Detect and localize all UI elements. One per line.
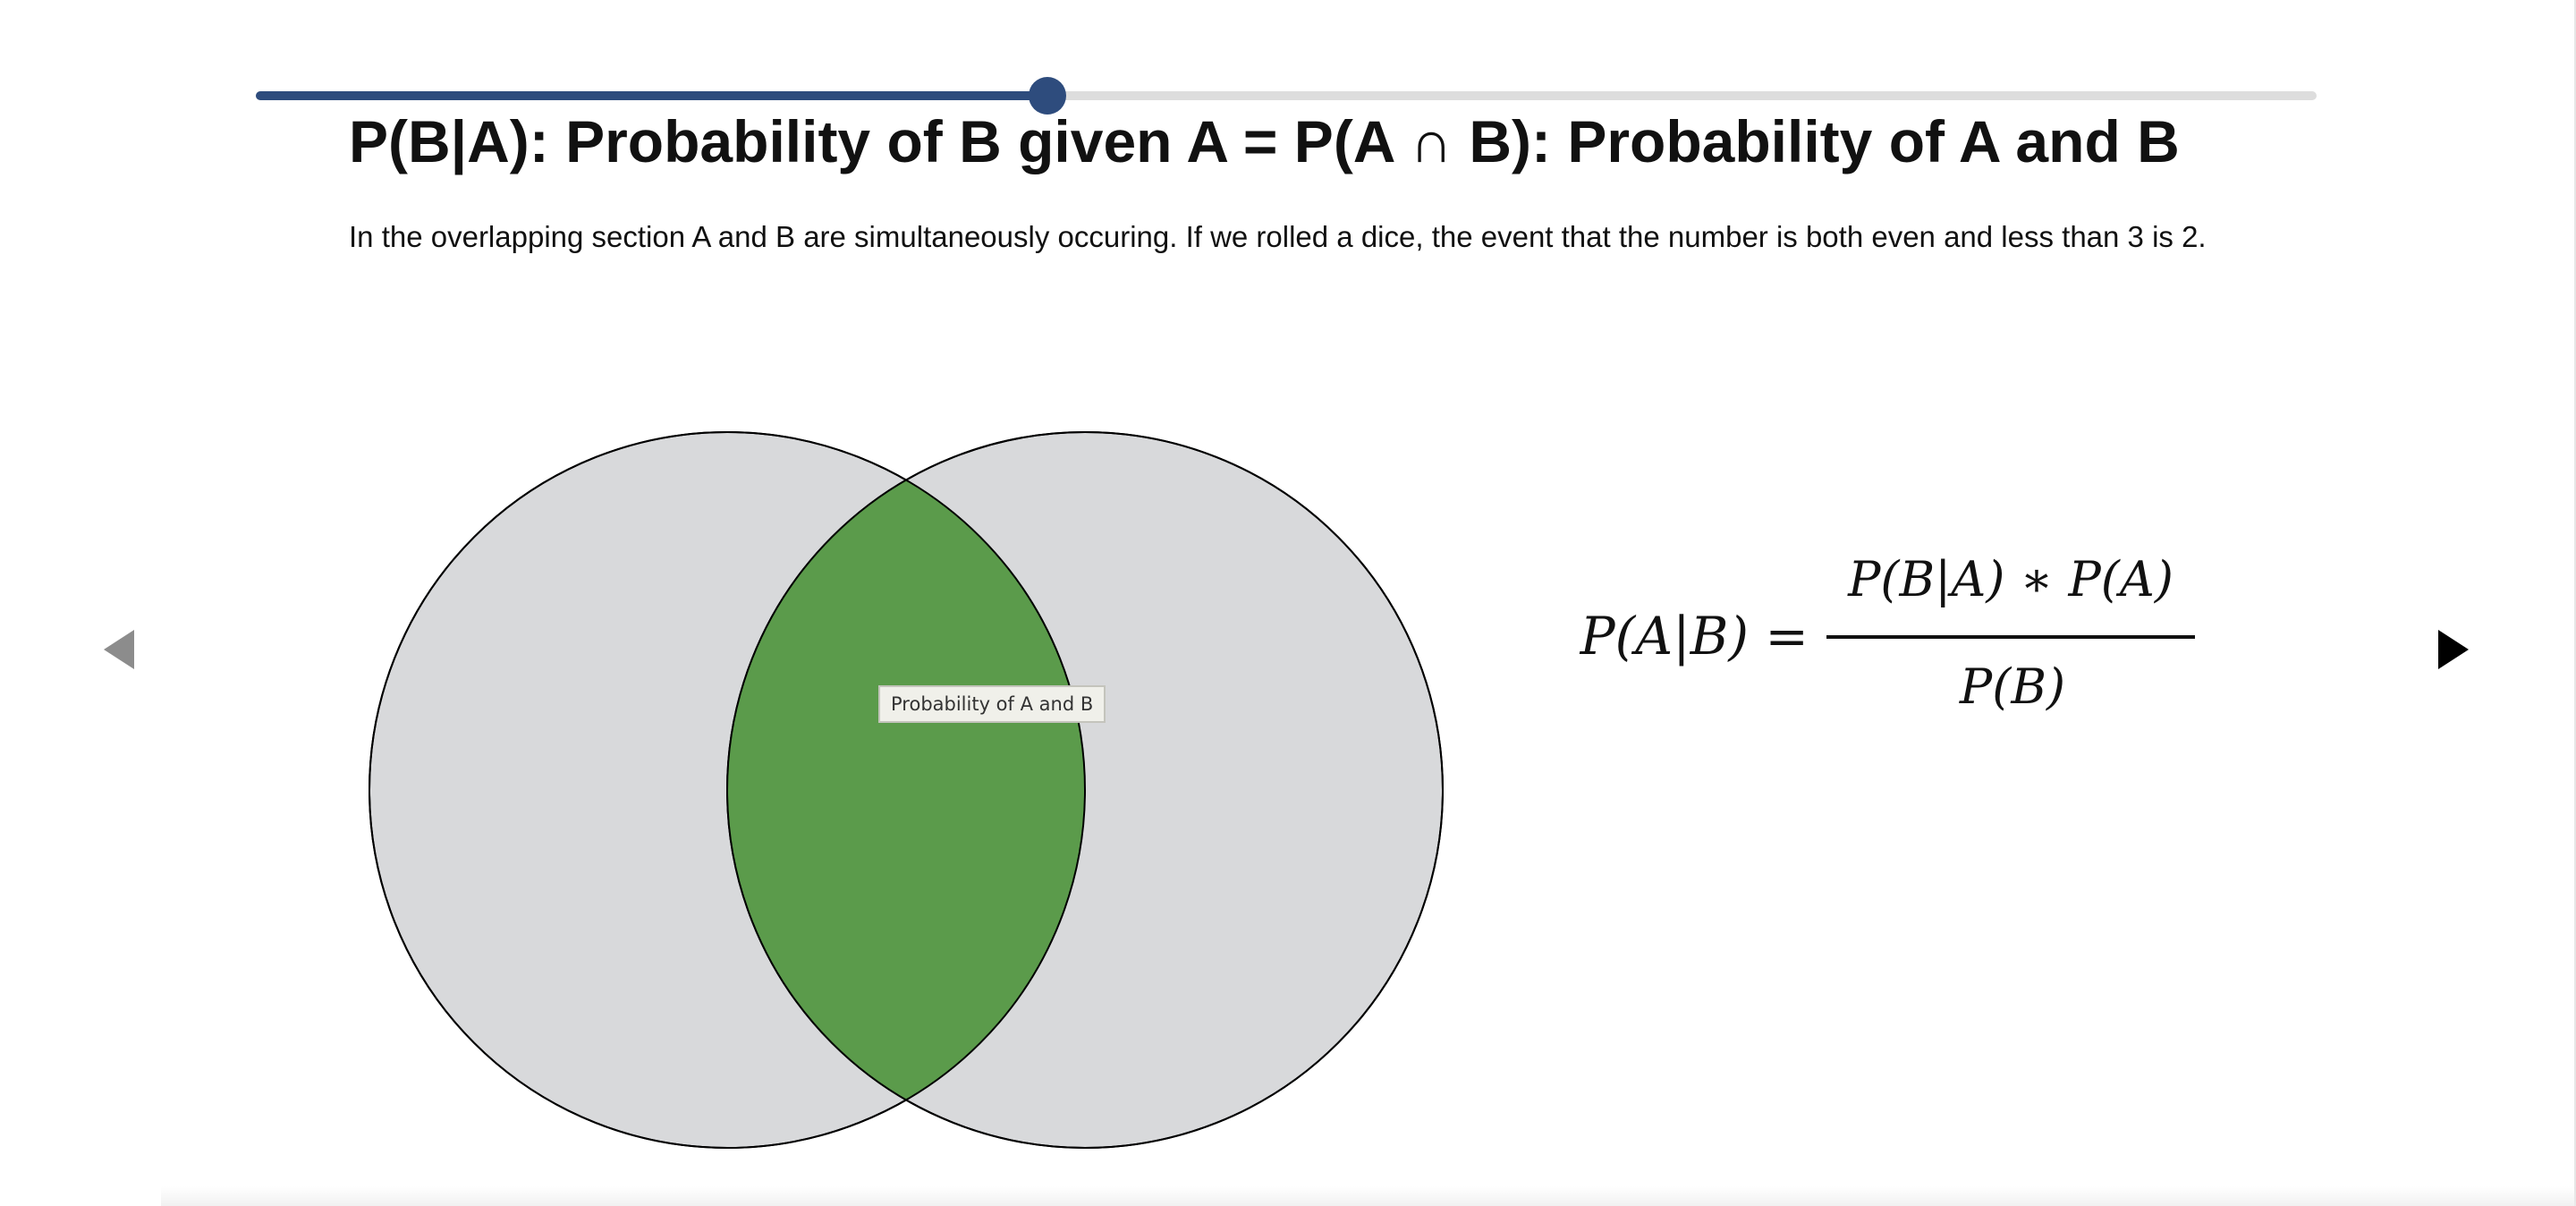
triangle-right-icon[interactable] xyxy=(2438,630,2469,669)
progress-handle[interactable] xyxy=(1028,77,1066,115)
slide-description: In the overlapping section A and B are s… xyxy=(349,220,2207,253)
bottom-shadow xyxy=(161,1186,2576,1206)
progress-fill xyxy=(256,91,1047,100)
venn-intersection[interactable] xyxy=(727,432,1443,1148)
formula-numerator: P(B|A) ∗ P(A) xyxy=(1847,551,2174,607)
venn-circle-b-outline xyxy=(726,431,1444,1149)
venn-circle-a-outline xyxy=(369,431,1086,1149)
formula-denominator: P(B) xyxy=(1959,658,2065,715)
progress-track[interactable] xyxy=(256,91,2317,100)
progress-slider[interactable] xyxy=(256,77,2317,115)
venn-tooltip: Probability of A and B xyxy=(878,685,1106,723)
formula-lhs: P(A|B) = xyxy=(1580,606,1809,667)
window-edge xyxy=(2574,0,2576,1206)
slide-title: P(B|A): Probability of B given A = P(A ∩… xyxy=(349,108,2180,174)
triangle-left-icon[interactable] xyxy=(104,630,134,669)
